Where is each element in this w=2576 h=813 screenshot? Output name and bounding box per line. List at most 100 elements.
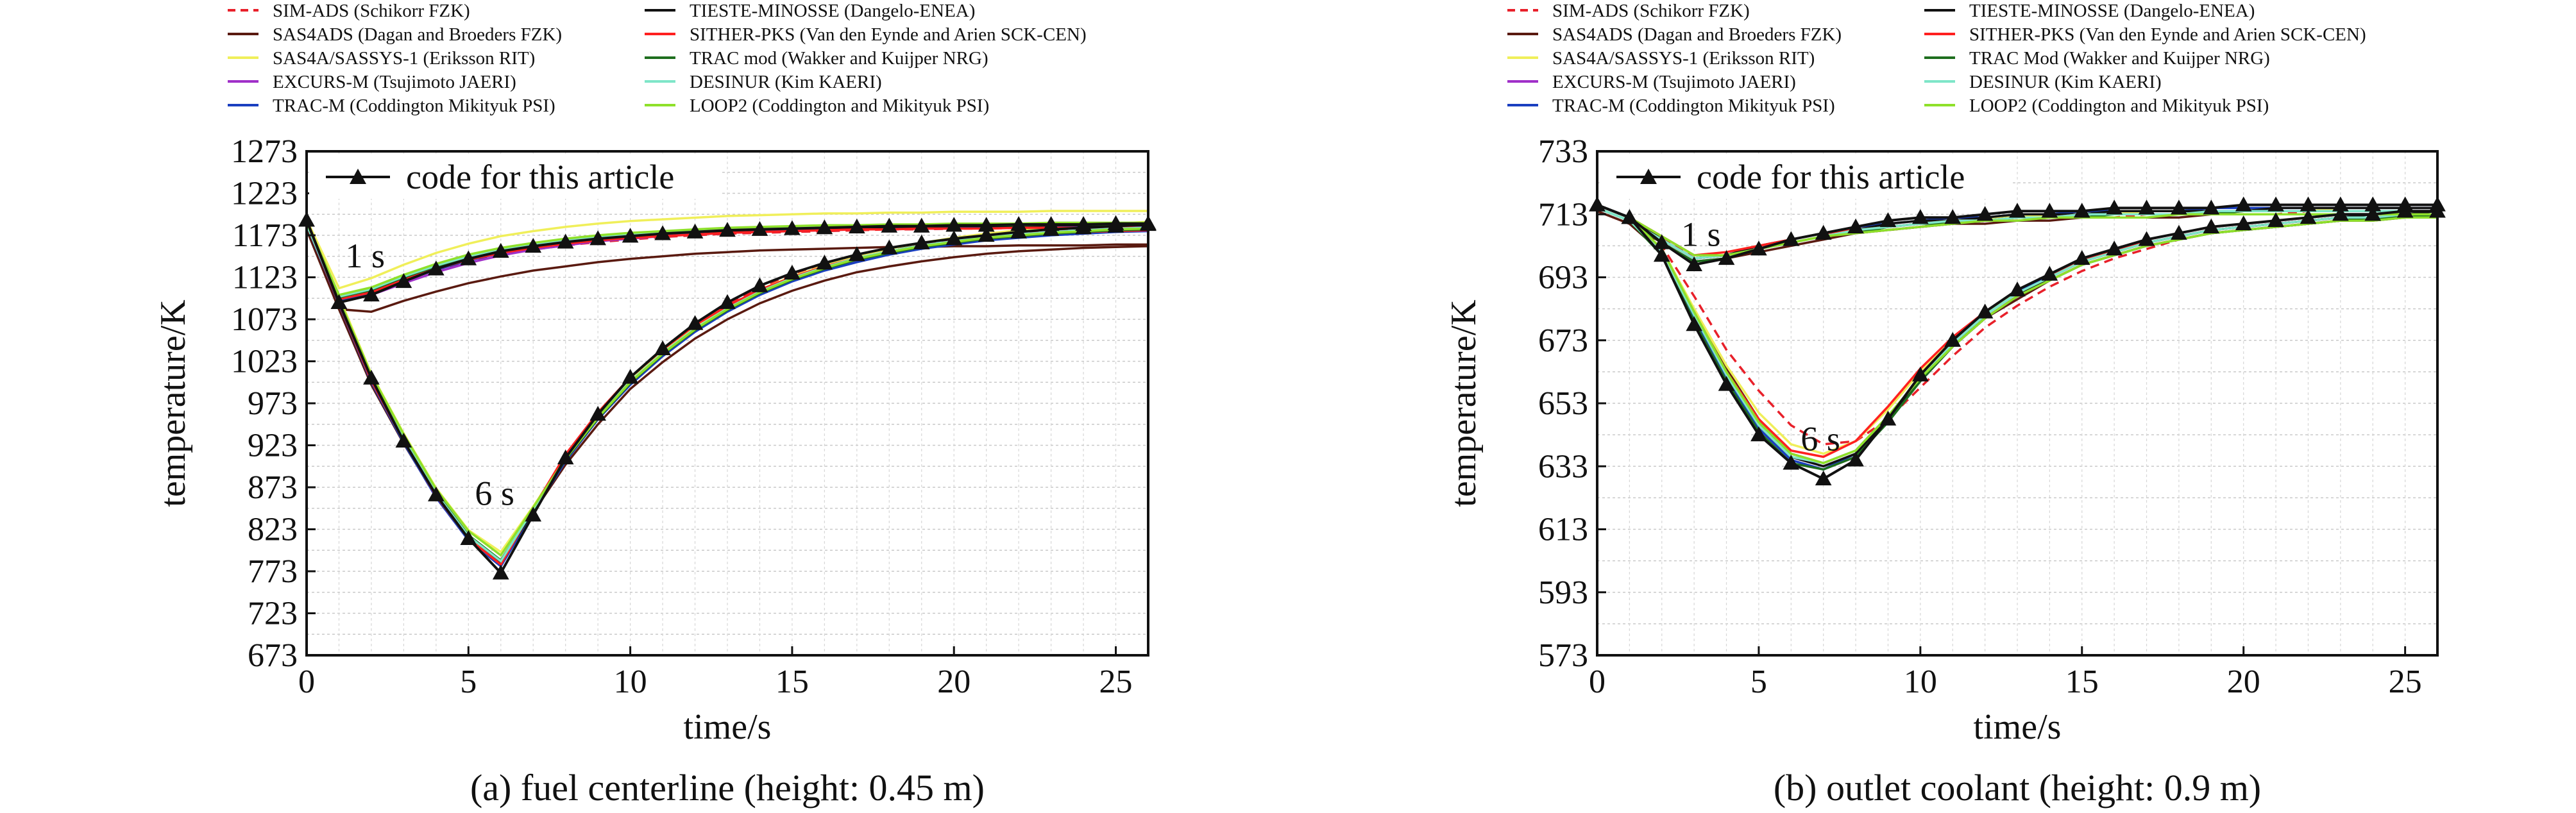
- x-axis-label: time/s: [684, 707, 772, 747]
- y-tick-label: 1123: [232, 260, 298, 296]
- data-point-triangle: [2364, 206, 2382, 221]
- data-point-triangle: [1750, 240, 1767, 256]
- data-point-triangle: [525, 238, 542, 253]
- data-point-triangle: [1847, 451, 1864, 467]
- data-point-triangle: [978, 217, 995, 232]
- legend-entry: EXCURS-M (Tsujimoto JAERI): [1552, 72, 1796, 92]
- y-tick-label: 873: [248, 469, 298, 506]
- data-point-triangle: [2041, 203, 2058, 218]
- data-point-triangle: [816, 219, 833, 235]
- x-tick-label: 15: [775, 664, 809, 700]
- data-point-triangle: [2171, 199, 2187, 215]
- data-point-triangle: [2171, 224, 2187, 240]
- data-point-triangle: [1750, 426, 1767, 442]
- series-line-2-1s: [305, 210, 1148, 290]
- data-point-triangle: [1912, 366, 1929, 381]
- y-tick-label: 973: [248, 385, 298, 422]
- y-tick-label: 713: [1538, 196, 1588, 233]
- data-point-triangle: [2073, 203, 2090, 218]
- inset-legend: code for this article: [309, 154, 720, 199]
- data-point-triangle: [2235, 196, 2252, 212]
- x-tick-label: 10: [614, 664, 647, 700]
- data-point-triangle: [784, 264, 801, 280]
- grid: [1597, 151, 2438, 656]
- data-point-triangle: [2009, 281, 2026, 297]
- data-point-triangle: [363, 369, 380, 385]
- data-point-triangle: [2332, 196, 2349, 212]
- data-point-triangle: [2332, 206, 2349, 221]
- data-point-triangle: [1944, 209, 1962, 224]
- panel-caption: (a) fuel centerline (height: 0.45 m): [470, 767, 985, 809]
- data-point-triangle: [460, 250, 477, 265]
- y-axis: 573 593 613 633 653 673 693 713 733: [1538, 133, 1606, 674]
- legend-entry: SAS4A/SASSYS-1 (Eriksson RIT): [1552, 48, 1815, 69]
- y-tick-label: 673: [1538, 323, 1588, 359]
- panel-caption: (b) outlet coolant (height: 0.9 m): [1774, 767, 2261, 809]
- legend-entry: TRAC-M (Coddington Mikityuk PSI): [273, 96, 555, 116]
- y-axis: 673 723 773 823 873 923 973 1023 1073 1123 1173 122…: [231, 133, 316, 674]
- y-axis-label: temperature/K: [1444, 299, 1484, 507]
- legend-entry: SIM-ADS (Schikorr FZK): [273, 1, 470, 21]
- data-point-triangle: [1107, 215, 1124, 230]
- y-tick-label: 1023: [231, 344, 298, 380]
- legend-entry: SIM-ADS (Schikorr FZK): [1552, 1, 1750, 21]
- data-point-triangle: [557, 449, 574, 465]
- data-point-triangle: [2203, 199, 2220, 215]
- data-point-triangle: [719, 294, 736, 309]
- data-point-triangle: [2106, 199, 2123, 215]
- y-tick-label: 593: [1538, 574, 1588, 611]
- data-point-triangle: [1912, 209, 1929, 224]
- data-point-triangle: [2106, 240, 2123, 256]
- data-point-triangle: [1010, 223, 1027, 239]
- x-tick-label: 20: [937, 664, 970, 700]
- data-point-triangle: [816, 255, 833, 270]
- x-tick-label: 25: [1099, 664, 1133, 700]
- data-point-triangle: [1879, 212, 1897, 228]
- legend-entry: TRAC Mod (Wakker and Kuijper NRG): [1969, 48, 2270, 69]
- data-point-triangle: [751, 221, 768, 236]
- series-line-1-1s: [305, 229, 1148, 313]
- legend-entry: DESINUR (Kim KAERI): [1969, 72, 2162, 92]
- data-point-triangle: [395, 273, 412, 289]
- y-tick-label: 723: [248, 596, 298, 632]
- data-point-triangle: [654, 340, 671, 355]
- x-tick-label: 10: [1904, 664, 1937, 700]
- y-tick-label: 653: [1538, 385, 1588, 422]
- data-point-triangle: [849, 218, 865, 233]
- inset-legend-label: code for this article: [1697, 158, 1965, 196]
- data-point-triangle: [330, 294, 348, 309]
- chart-panel-b: SIM-ADS (Schikorr FZK) SAS4ADS (Dagan and…: [1444, 1, 2446, 809]
- data-point-triangle: [2138, 231, 2155, 246]
- series-line-9-1s: [1597, 203, 2437, 256]
- inset-legend-marker: [350, 169, 366, 184]
- y-tick-label: 633: [1538, 448, 1588, 485]
- y-tick-label: 613: [1538, 512, 1588, 548]
- data-point-triangle: [1653, 234, 1670, 249]
- annotation-label: 6 s: [1801, 420, 1840, 458]
- data-point-triangle: [1621, 209, 1638, 224]
- data-point-triangle: [881, 217, 898, 233]
- x-tick-label: 5: [460, 664, 477, 700]
- y-tick-label: 693: [1538, 260, 1588, 296]
- grid: [306, 151, 1149, 656]
- data-point-triangle: [1075, 215, 1092, 231]
- data-point-triangle: [2300, 209, 2317, 224]
- annotation-label: 1 s: [1681, 215, 1721, 253]
- y-tick-label: 1073: [231, 301, 298, 338]
- legend-entry: DESINUR (Kim KAERI): [690, 72, 882, 92]
- series-line-9-6s: [305, 221, 1149, 557]
- x-axis: 0 5 10 15 20 25: [298, 646, 1133, 700]
- legend: SIM-ADS (Schikorr FZK) SAS4ADS (Dagan and…: [228, 1, 1087, 116]
- data-point-triangle: [2073, 249, 2090, 265]
- data-point-triangle: [686, 223, 704, 239]
- data-point-triangle: [427, 486, 445, 501]
- x-tick-label: 25: [2389, 664, 2422, 700]
- y-tick-label: 1223: [231, 176, 298, 212]
- y-tick-label: 1173: [232, 217, 298, 254]
- x-tick-label: 20: [2227, 664, 2260, 700]
- legend-entry: TRAC mod (Wakker and Kuijper NRG): [690, 48, 988, 69]
- data-point-triangle: [460, 530, 477, 546]
- y-tick-label: 1273: [231, 133, 298, 170]
